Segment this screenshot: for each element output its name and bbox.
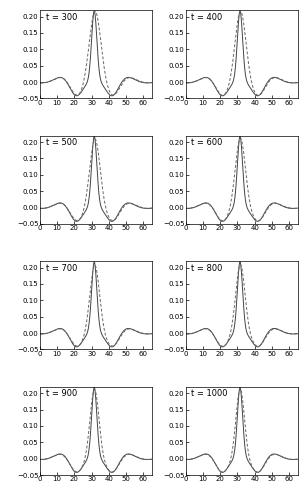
Text: t = 300: t = 300 (45, 12, 77, 22)
Text: t = 600: t = 600 (191, 138, 223, 147)
Text: t = 400: t = 400 (191, 12, 223, 22)
Text: t = 1000: t = 1000 (191, 389, 228, 398)
Text: t = 800: t = 800 (191, 264, 223, 272)
Text: t = 700: t = 700 (45, 264, 77, 272)
Text: t = 500: t = 500 (45, 138, 77, 147)
Text: t = 900: t = 900 (45, 389, 77, 398)
